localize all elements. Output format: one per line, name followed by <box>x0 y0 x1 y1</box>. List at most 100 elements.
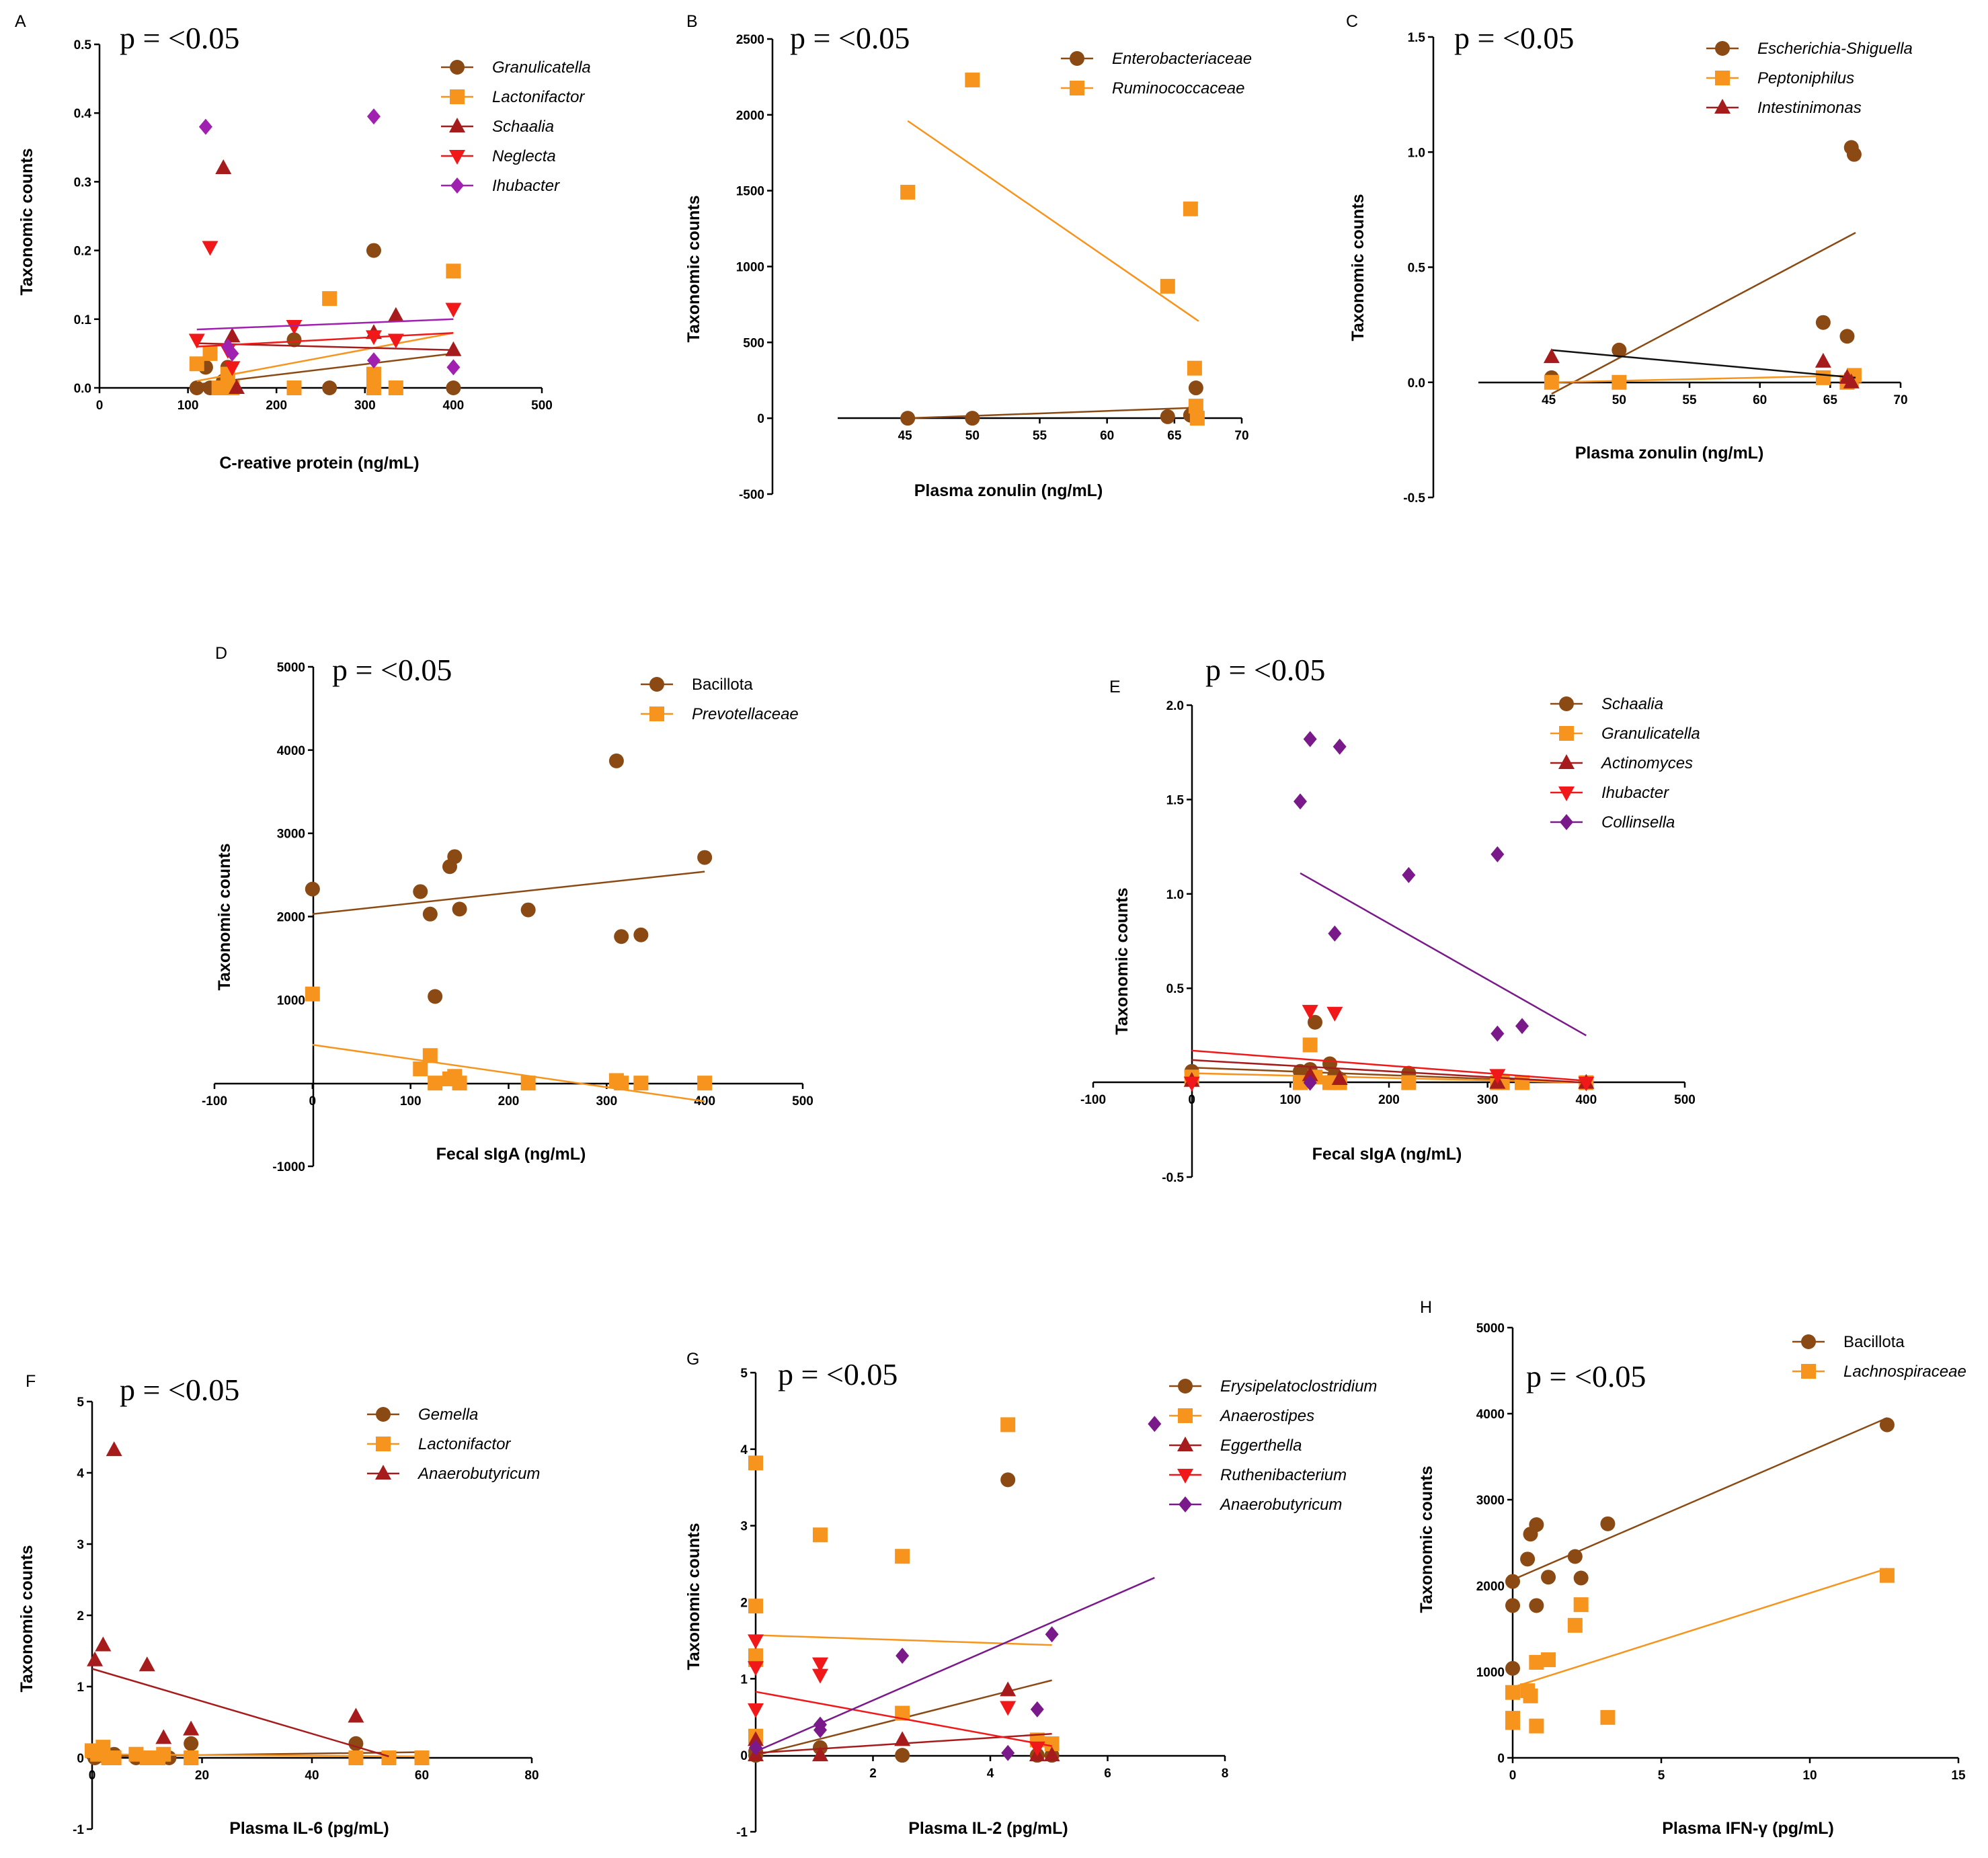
x-tick-label: 200 <box>266 399 287 413</box>
series-anaerobutyricum: Anaerobutyricum <box>749 1416 1342 1761</box>
legend-label: Schaalia <box>492 118 554 136</box>
series-lachnospiraceae: Lachnospiraceae <box>1505 1363 1966 1734</box>
data-point <box>1331 1069 1348 1085</box>
y-tick-label: 1500 <box>736 185 764 199</box>
y-axis-label: Taxonomic counts <box>684 1523 703 1670</box>
data-point <box>1523 1688 1538 1703</box>
data-point <box>1815 352 1831 368</box>
data-point <box>189 356 204 372</box>
y-tick-label: 2 <box>740 1597 748 1611</box>
legend-label: Collinsella <box>1601 813 1675 832</box>
y-tick-label: -0.5 <box>1403 491 1425 506</box>
x-tick-label: 5 <box>1658 1769 1665 1783</box>
legend-marker <box>649 677 664 692</box>
data-point <box>1183 1076 1200 1092</box>
legend-marker <box>649 706 664 721</box>
legend-marker <box>1179 1496 1192 1512</box>
legend-marker <box>1178 1379 1193 1394</box>
data-point <box>1612 342 1627 358</box>
data-point <box>365 330 382 346</box>
y-tick-label: -0.5 <box>1162 1171 1184 1185</box>
panel-a: 0.0 0.1 0.2 0.3 0.4 0.5 0 100 200 300 400 500 C-reat… <box>15 12 591 473</box>
legend-label: Ruminococcaceae <box>1112 79 1244 97</box>
legend-label: Bacillota <box>692 676 753 694</box>
legend-label: Lactonifactor <box>492 88 585 106</box>
data-point <box>428 989 443 1004</box>
legend-marker <box>1560 814 1573 830</box>
legend-marker <box>1178 1408 1193 1423</box>
legend-label: Bacillota <box>1843 1333 1905 1351</box>
data-point <box>748 1634 764 1650</box>
y-tick-label: -1 <box>73 1823 84 1837</box>
y-tick-label: 4 <box>740 1443 748 1457</box>
legend-label: Anaerostipes <box>1219 1407 1314 1425</box>
legend-marker <box>376 1437 391 1451</box>
y-tick-label: 1000 <box>1476 1666 1505 1680</box>
legend-label: Eggerthella <box>1220 1437 1302 1455</box>
series-schaalia: Schaalia <box>1184 695 1663 1090</box>
data-point <box>1001 1744 1015 1761</box>
y-tick-label: 1 <box>77 1681 84 1695</box>
y-tick-label: 2000 <box>277 911 305 925</box>
y-tick-label: 0.5 <box>1166 982 1185 996</box>
x-axis-label: Plasma zonulin (ng/mL) <box>914 481 1103 500</box>
data-point <box>1333 738 1347 755</box>
y-tick-label: 3 <box>740 1520 748 1534</box>
data-point <box>446 380 461 395</box>
data-point <box>965 411 980 426</box>
data-point <box>1302 1066 1318 1082</box>
panel-label: D <box>215 644 227 663</box>
y-tick-label: 0.5 <box>1408 261 1426 276</box>
legend-marker <box>1070 81 1084 95</box>
data-point <box>748 1455 763 1471</box>
data-point <box>447 849 463 864</box>
data-point <box>305 986 320 1002</box>
y-axis-label: Taxonomic counts <box>17 148 36 295</box>
data-point <box>749 1739 762 1756</box>
data-point <box>156 1746 171 1762</box>
p-value-label: p = <0.05 <box>332 653 452 687</box>
series-ihubacter: Ihubacter <box>1183 784 1669 1092</box>
y-axis-label: Taxonomic counts <box>1113 887 1131 1035</box>
data-point <box>211 380 227 395</box>
y-tick-label: 1.5 <box>1408 31 1426 45</box>
data-point <box>896 1648 910 1664</box>
data-point <box>895 1549 910 1564</box>
panel-b: -500 0 500 1000 1500 2000 2500 45 50 55 60 65 70 Plas… <box>684 12 1252 502</box>
y-tick-label: 4000 <box>277 744 305 758</box>
x-tick-label: 300 <box>1477 1093 1499 1107</box>
regression-line <box>907 120 1199 322</box>
data-point <box>1490 1025 1505 1042</box>
regression-line <box>1300 872 1587 1037</box>
regression-line <box>196 318 454 331</box>
data-point <box>811 1746 828 1762</box>
x-tick-label: 0 <box>89 1769 96 1783</box>
legend-marker <box>1801 1334 1816 1349</box>
data-point <box>1515 1018 1529 1035</box>
data-point <box>812 1527 828 1543</box>
y-tick-label: 1.0 <box>1166 888 1184 902</box>
x-tick-label: 200 <box>498 1094 520 1108</box>
legend-marker <box>1558 754 1575 769</box>
x-tick-label: 0 <box>1509 1769 1517 1783</box>
data-point <box>520 1076 536 1091</box>
data-point <box>286 320 303 335</box>
legend-marker <box>1714 99 1731 114</box>
data-point <box>381 1750 397 1765</box>
panel-f: -1 0 1 2 3 4 5 0 20 40 60 80 Plasma IL-6 (pg/mL) Taxo… <box>17 1372 540 1838</box>
data-point <box>895 1705 910 1721</box>
data-point <box>286 332 302 348</box>
y-tick-label: 1000 <box>277 994 305 1008</box>
x-tick-label: 45 <box>1542 393 1556 407</box>
series-peptoniphilus: Peptoniphilus <box>1544 69 1862 390</box>
x-axis-label: C-reative protein (ng/mL) <box>219 454 419 473</box>
x-tick-label: 300 <box>596 1094 617 1108</box>
data-point <box>155 1729 172 1744</box>
y-tick-label: 1000 <box>736 261 764 275</box>
legend-label: Erysipelatoclostridium <box>1220 1377 1377 1396</box>
series-neglecta: Neglecta <box>188 147 556 376</box>
y-tick-label: 4 <box>77 1467 84 1481</box>
data-point <box>1000 1472 1016 1488</box>
legend-marker <box>1801 1364 1816 1379</box>
series-ihubacter: Ihubacter <box>196 108 560 376</box>
